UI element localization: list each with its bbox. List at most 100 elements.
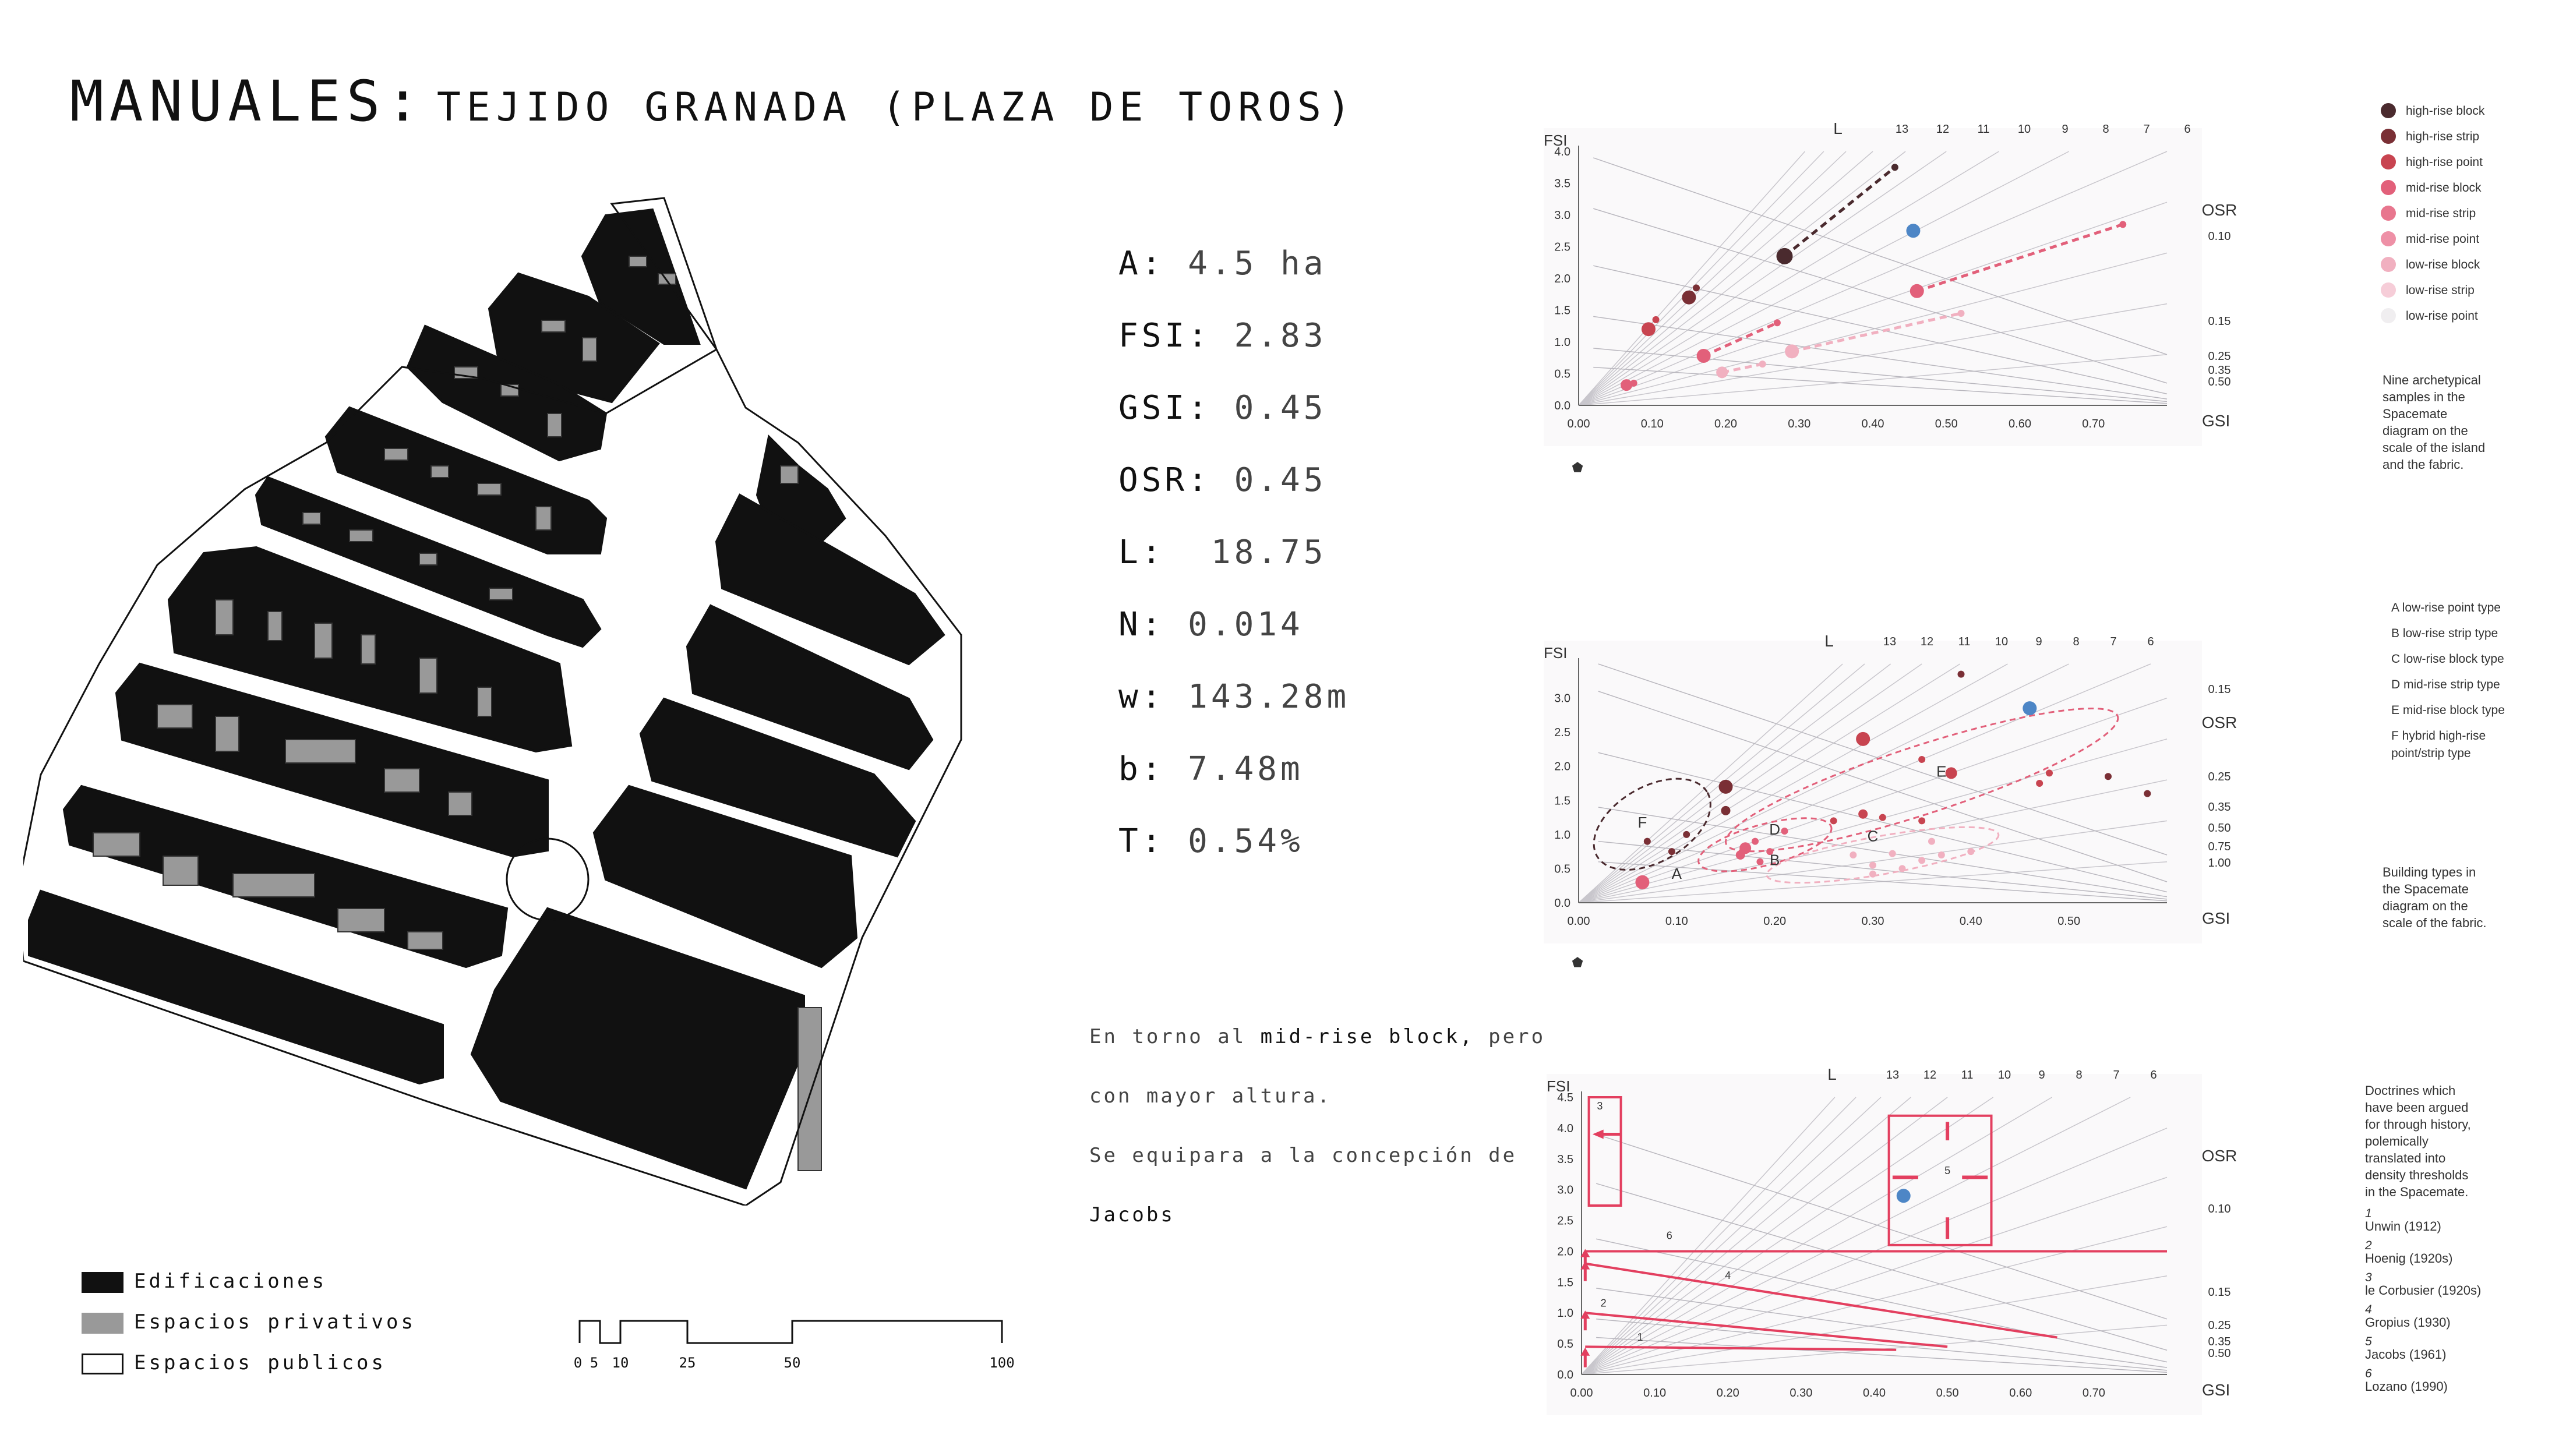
arrowhead	[1580, 1310, 1590, 1319]
legend-label: high-rise point	[2406, 156, 2483, 169]
osr-label: 0.25	[2208, 350, 2231, 363]
top-label: L	[1827, 1065, 1837, 1083]
data-point	[1716, 366, 1728, 379]
top-label: 9	[2035, 635, 2042, 648]
data-point	[1891, 164, 1898, 171]
osr-line	[1593, 366, 2168, 404]
x-tick-label: 0.40	[1862, 418, 1884, 430]
l-line	[1581, 1097, 2131, 1375]
l-line	[1581, 1176, 2168, 1375]
caption-line: in the Spacemate.	[2365, 1185, 2468, 1199]
note-text: En torno al mid-rise block, pero con may…	[1089, 1025, 1545, 1263]
plot-background	[1547, 1074, 2202, 1415]
y-tick-label: 4.0	[1557, 1122, 1573, 1135]
l-line	[1578, 151, 1999, 406]
l-line	[1578, 151, 1906, 406]
osr-line	[1593, 348, 2168, 402]
group-label: D	[1769, 821, 1780, 838]
data-point	[1630, 379, 1637, 387]
osr-line	[1596, 1337, 2168, 1373]
caption-line: Spacemate	[2383, 407, 2447, 421]
group-label: A	[1672, 865, 1682, 882]
x-axis-title: GSI	[2202, 412, 2230, 430]
metric-value: 2.83	[1234, 317, 1327, 355]
top-label: 12	[1923, 1069, 1936, 1082]
osr-label: 0.10	[2208, 230, 2231, 243]
l-line	[1578, 354, 2168, 406]
y-tick-label: 2.5	[1554, 241, 1570, 254]
top-label: 9	[2038, 1069, 2045, 1082]
doctrine-list-name: Unwin (1912)	[2365, 1219, 2441, 1234]
top-label: 6	[2184, 123, 2190, 136]
y-tick-label: 3.0	[1554, 692, 1570, 705]
legend-label: A low-rise point type	[2391, 601, 2501, 614]
y-axis-title: FSI	[1544, 132, 1567, 149]
block-15	[470, 907, 805, 1190]
y-tick-label: 0.0	[1554, 400, 1570, 412]
x-tick-label: 0.40	[1960, 915, 1982, 928]
osr-line	[1593, 208, 2168, 384]
series-link	[1703, 321, 1778, 358]
legend-marker	[2381, 282, 2396, 298]
osr-label: 0.75	[2208, 840, 2231, 853]
scale-label: 5	[590, 1355, 598, 1371]
data-point	[1910, 284, 1924, 298]
legend-private: Espacios privativos	[82, 1310, 416, 1351]
y-axis-title: FSI	[1544, 644, 1567, 662]
l-line	[1581, 1097, 1994, 1375]
x-tick-label: 0.50	[1935, 418, 1958, 430]
x-tick-label: 0.40	[1863, 1387, 1886, 1400]
metric-b: b: 7.48m	[1118, 750, 1350, 822]
caption-line: polemically	[2365, 1134, 2429, 1148]
osr-label: 0.35	[2208, 801, 2231, 814]
scale-label: 25	[679, 1355, 696, 1371]
metric-label: GSI:	[1118, 389, 1211, 427]
caption-line: diagram on the	[2383, 899, 2468, 913]
data-point	[1641, 322, 1656, 337]
block-9	[28, 889, 444, 1085]
l-line	[1578, 663, 1922, 903]
metric-gsi: GSI: 0.45	[1118, 389, 1350, 461]
data-point	[1918, 756, 1926, 763]
metric-value: 18.75	[1210, 533, 1327, 571]
x-tick-label: 0.00	[1568, 418, 1590, 430]
data-point	[1635, 875, 1650, 889]
caption-line: scale of the fabric.	[2383, 916, 2487, 930]
arrowhead	[1580, 1261, 1590, 1270]
osr-label: 0.25	[2208, 771, 2231, 783]
series-link	[1791, 312, 1962, 353]
data-point	[1781, 828, 1788, 835]
group-ellipse	[1766, 826, 2000, 884]
l-line	[1581, 1097, 1856, 1375]
data-point	[1766, 848, 1774, 856]
metric-value: 4.5 ha	[1188, 245, 1327, 282]
x-tick-label: 0.10	[1665, 915, 1688, 928]
data-point	[2023, 701, 2037, 716]
data-point	[1937, 851, 1945, 858]
osr-line	[1598, 861, 2168, 902]
legend-label: high-rise block	[2406, 104, 2485, 118]
legend-marker	[2381, 231, 2396, 246]
osr-line	[1596, 1238, 2168, 1363]
l-line	[1578, 202, 2168, 406]
data-point	[1718, 779, 1733, 794]
osr-line	[1598, 840, 2168, 900]
caption-line: and the fabric.	[2383, 457, 2463, 472]
spacemate-chart-archetypes: 0.00 0.10 0.20 0.30 0.40 0.50 0.60 0.70 0.0 0.5 1.…	[1544, 103, 2485, 475]
x-tick-label: 0.00	[1568, 915, 1590, 928]
doctrine-number: 1	[1637, 1331, 1643, 1343]
y-tick-label: 2.5	[1557, 1215, 1573, 1228]
legend-label: low-rise block	[2406, 258, 2480, 271]
doctrine-line-hoenig	[1585, 1312, 1948, 1348]
y-tick-label: 1.5	[1554, 305, 1570, 317]
data-point	[1918, 857, 1926, 864]
caption-line: density thresholds	[2365, 1168, 2468, 1182]
l-line	[1581, 1097, 1948, 1375]
scale-label: 0	[574, 1355, 582, 1371]
l-line	[1581, 1097, 1911, 1375]
data-point	[1957, 670, 1965, 678]
osr-label: 0.50	[2208, 822, 2231, 835]
metric-label: A:	[1118, 245, 1165, 282]
top-label: 11	[1978, 123, 1990, 136]
metric-label: T:	[1118, 822, 1165, 860]
